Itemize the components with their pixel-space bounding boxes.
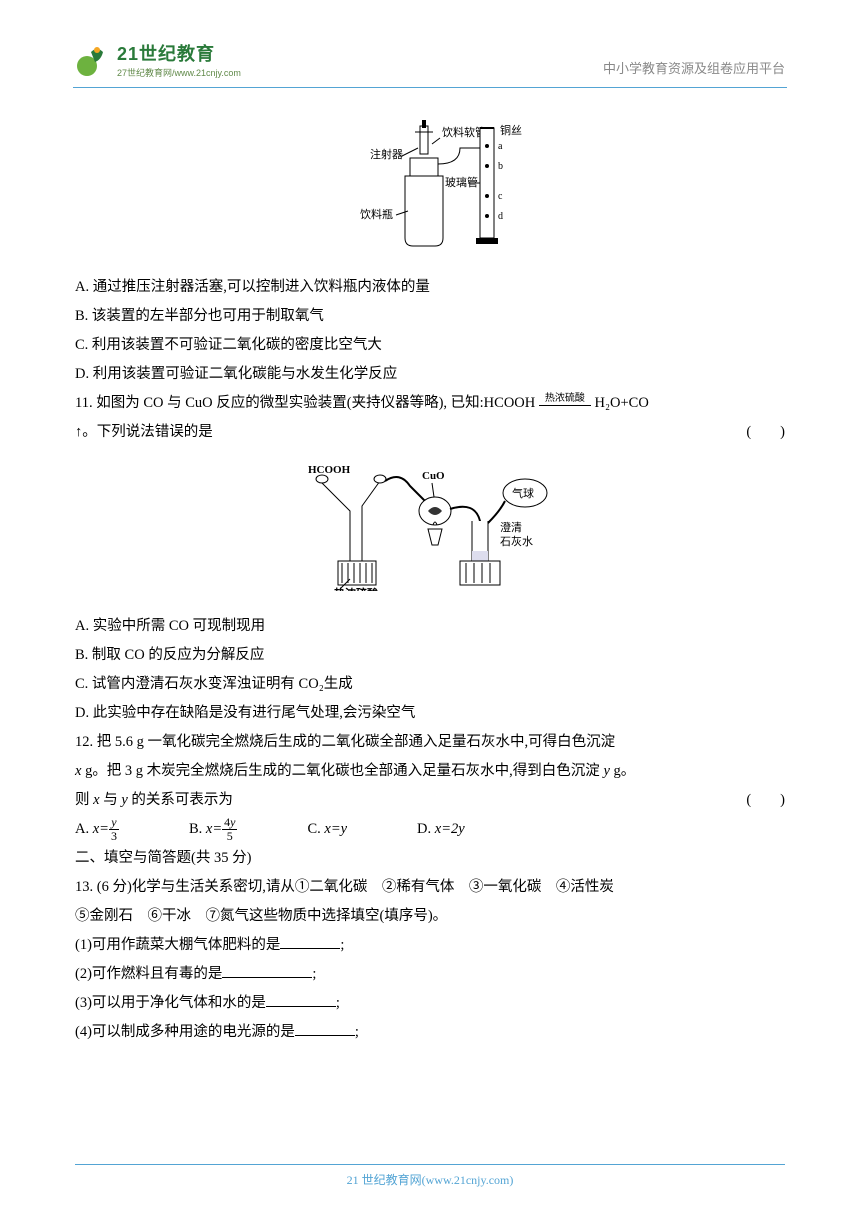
logo-url: 27世纪教育网/www.21cnjy.com [117,66,241,79]
q11-option-b: B. 制取 CO 的反应为分解反应 [75,641,785,670]
header-divider [73,87,787,88]
label-d: d [498,211,503,222]
label-syringe: 注射器 [370,147,403,161]
q11-stem-post1: H₂O+CO [595,395,649,411]
label-b: b [498,161,503,172]
apparatus-diagram-2: HCOOH 热浓硫酸 CuO [300,451,560,591]
q12-line2-post: g。 [610,763,635,779]
label-limewater-1: 澄清 [500,520,522,534]
q13-p2-text: (2)可作燃料且有毒的是 [75,966,222,982]
q12-line2: x g。把 3 g 木炭完全燃烧后生成的二氧化碳也全部通入足量石灰水中,得到白色… [75,757,785,786]
label-cuo: CuO [422,470,445,482]
page-header: 21世纪教育 27世纪教育网/www.21cnjy.com 中小学教育资源及组卷… [75,40,785,79]
section-2-title: 二、填空与简答题(共 35 分) [75,844,785,873]
blank-1[interactable] [280,933,340,949]
q12-options: A. x=y3 B. x=4y5 C. x=y D. x=2y [75,815,785,844]
q13-p4: (4)可以制成多种用途的电光源的是; [75,1018,785,1047]
q12-option-d: D. x=2y [417,815,465,844]
label-glasstube: 玻璃管 [445,175,478,189]
q11-stem-pre: 11. 如图为 CO 与 CuO 反应的微型实验装置(夹持仪器等略), 已知:H… [75,395,535,411]
reaction-condition: 热浓硫酸 [539,393,591,406]
q13-p4-text: (4)可以制成多种用途的电光源的是 [75,1024,295,1040]
q10-option-d: D. 利用该装置可验证二氧化碳能与水发生化学反应 [75,360,785,389]
label-tube: 饮料软管 [442,125,486,139]
q10-option-a: A. 通过推压注射器活塞,可以控制进入饮料瓶内液体的量 [75,273,785,302]
semi-2: ; [312,966,316,982]
label-limewater-2: 石灰水 [500,534,533,548]
label-wire: 铜丝 [500,123,522,137]
q13-p3: (3)可以用于净化气体和水的是; [75,989,785,1018]
label-a: a [498,141,503,152]
q12-paren: ( ) [746,786,785,815]
label-bottle: 饮料瓶 [360,207,393,221]
footer-text: 21 世纪教育网(www.21cnjy.com) [75,1171,785,1188]
q13-stem2: ⑤金刚石 ⑥干冰 ⑦氮气这些物质中选择填空(填序号)。 [75,902,785,931]
footer-divider [75,1164,785,1165]
q13-p1: (1)可用作蔬菜大棚气体肥料的是; [75,931,785,960]
q12-option-b: B. x=4y5 [189,815,237,844]
q12-line3: 则 x 与 y 的关系可表示为 ( ) [75,786,785,815]
blank-4[interactable] [295,1020,355,1036]
q10-option-b: B. 该装置的左半部分也可用于制取氧气 [75,302,785,331]
label-hcooh: HCOOH [308,464,351,476]
q12-line2-mid: g。把 3 g 木炭完全燃烧后生成的二氧化碳也全部通入足量石灰水中,得到白色沉淀 [81,763,603,779]
q10-option-c: C. 利用该装置不可验证二氧化碳的密度比空气大 [75,331,785,360]
q11-stem: 11. 如图为 CO 与 CuO 反应的微型实验装置(夹持仪器等略), 已知:H… [75,389,785,418]
q11-stem-post2: ↑。下列说法错误的是 [75,424,213,440]
q13-p1-text: (1)可用作蔬菜大棚气体肥料的是 [75,937,280,953]
q13-p3-text: (3)可以用于净化气体和水的是 [75,995,266,1011]
label-balloon: 气球 [512,486,534,500]
semi-3: ; [336,995,340,1011]
q13-stem1: 13. (6 分)化学与生活关系密切,请从①二氧化碳 ②稀有气体 ③一氧化碳 ④… [75,873,785,902]
blank-3[interactable] [266,991,336,1007]
semi-4: ; [355,1024,359,1040]
q13-p2: (2)可作燃料且有毒的是; [75,960,785,989]
label-c: c [498,191,503,202]
blank-2[interactable] [222,962,312,978]
q11-option-d: D. 此实验中存在缺陷是没有进行尾气处理,会污染空气 [75,699,785,728]
logo-text: 21世纪教育 27世纪教育网/www.21cnjy.com [117,40,241,79]
semi-1: ; [340,937,344,953]
logo-brand: 21世纪教育 [117,40,241,66]
logo-area: 21世纪教育 27世纪教育网/www.21cnjy.com [75,40,241,79]
page-content: 注射器 饮料瓶 饮料软管 铜丝 a b c d [75,118,785,1047]
logo-icon [75,42,111,78]
diagram-q10: 注射器 饮料瓶 饮料软管 铜丝 a b c d [75,118,785,259]
q11-option-a: A. 实验中所需 CO 可现制现用 [75,612,785,641]
diagram-q11: HCOOH 热浓硫酸 CuO [75,451,785,602]
q11-stem-line2: ↑。下列说法错误的是 ( ) [75,418,785,447]
header-subtitle: 中小学教育资源及组卷应用平台 [603,40,785,77]
q12-option-c: C. x=y [307,815,347,844]
page-footer: 21 世纪教育网(www.21cnjy.com) [75,1164,785,1188]
apparatus-diagram-1: 注射器 饮料瓶 饮料软管 铜丝 a b c d [320,118,540,248]
q11-paren: ( ) [746,418,785,447]
q11-option-c: C. 试管内澄清石灰水变浑浊证明有 CO₂生成 [75,670,785,699]
q12-option-a: A. x=y3 [75,815,119,844]
q12-line1: 12. 把 5.6 g 一氧化碳完全燃烧后生成的二氧化碳全部通入足量石灰水中,可… [75,728,785,757]
q12-line3-text: 则 x 与 y 的关系可表示为 [75,792,233,808]
